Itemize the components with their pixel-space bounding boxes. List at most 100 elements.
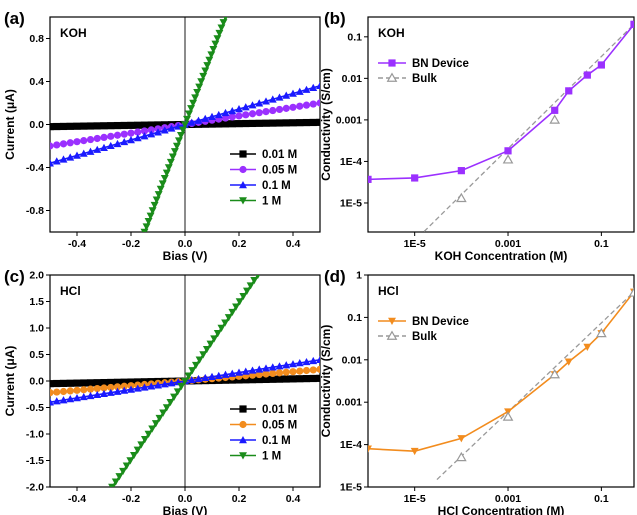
data-point — [160, 380, 169, 388]
data-point — [100, 122, 108, 130]
data-point — [147, 126, 155, 134]
data-point — [199, 72, 208, 81]
data-point — [59, 387, 68, 396]
legend-marker — [239, 150, 247, 158]
y-tick-label: 0.1 — [347, 312, 362, 324]
data-point — [241, 367, 250, 375]
data-point — [368, 175, 372, 183]
y-tick-label: 1.5 — [29, 296, 44, 308]
x-tick-label: 1E-5 — [404, 238, 426, 250]
data-point — [120, 130, 128, 138]
data-point — [597, 61, 605, 69]
data-point — [120, 137, 129, 146]
data-point — [316, 374, 320, 382]
chart-panel-d: 1E-5 0.001 0.1 1E-5 1E-4 0.001 0.01 0.1 1 HCl Con… — [319, 267, 635, 515]
y-tick-label: 0.01 — [342, 354, 363, 366]
data-point — [93, 384, 101, 393]
data-point — [565, 87, 573, 95]
data-point — [250, 277, 259, 285]
y-tick-label: -1.0 — [26, 429, 44, 441]
data-point — [309, 374, 317, 383]
data-point — [228, 308, 237, 317]
data-point — [79, 392, 88, 401]
data-point — [295, 87, 304, 95]
plot-frame — [367, 16, 635, 233]
data-point — [248, 376, 257, 384]
data-point — [66, 153, 75, 161]
data-point — [221, 319, 230, 327]
data-point — [170, 393, 179, 401]
data-point — [410, 447, 419, 456]
chart-panel-b: 1E-5 0.001 0.1 1E-5 1E-4 0.001 0.01 0.1 KOH Conc… — [319, 9, 635, 263]
x-tick-label: -0.4 — [68, 493, 86, 505]
data-point — [93, 122, 101, 130]
data-point — [134, 128, 142, 136]
data-point — [142, 223, 151, 231]
y-axis-title: Current (μA) — [3, 346, 17, 417]
y-tick-label: 1E-5 — [340, 197, 362, 209]
data-point — [86, 391, 95, 400]
data-point — [275, 362, 284, 370]
data-point — [268, 95, 277, 103]
data-point — [154, 128, 162, 136]
data-point — [127, 121, 135, 129]
data-point — [80, 386, 88, 394]
data-point — [275, 375, 284, 383]
data-point — [50, 389, 54, 397]
x-tick-label: 0.1 — [594, 238, 609, 250]
data-point — [255, 375, 263, 384]
data-point — [50, 159, 54, 167]
data-point — [127, 378, 135, 386]
data-point — [201, 67, 210, 75]
data-point — [296, 375, 304, 383]
data-point — [210, 335, 219, 343]
data-point — [93, 379, 101, 387]
data-point — [228, 106, 237, 115]
data-point — [73, 151, 81, 159]
legend-label: 0.05 M — [262, 165, 297, 177]
data-point — [93, 145, 102, 153]
data-point — [368, 445, 372, 453]
data-point — [296, 367, 304, 375]
y-tick-label: -0.8 — [26, 205, 44, 217]
data-point — [127, 129, 135, 137]
x-tick-label: 0.4 — [286, 493, 301, 505]
data-point — [242, 119, 250, 128]
data-point — [269, 369, 277, 378]
data-point — [296, 119, 304, 127]
x-tick-label: -0.4 — [68, 238, 86, 250]
data-point — [86, 135, 95, 144]
data-point — [241, 103, 250, 111]
legend-marker — [388, 317, 396, 325]
panel-label: (d) — [324, 267, 346, 286]
data-point — [194, 116, 203, 124]
y-tick-label: -0.5 — [26, 402, 44, 414]
data-point — [275, 369, 284, 377]
data-point — [73, 379, 81, 387]
data-point — [455, 192, 467, 203]
data-point — [255, 370, 263, 379]
data-point — [188, 367, 197, 375]
legend-marker — [239, 420, 247, 429]
data-point — [122, 462, 131, 470]
data-point — [66, 139, 74, 147]
data-point — [179, 126, 187, 134]
x-axis-title: Bias (V) — [163, 504, 208, 515]
y-axis-title: Conductivity (S/cm) — [319, 68, 333, 181]
plot-frame — [367, 274, 635, 488]
data-point — [120, 382, 128, 390]
data-point — [148, 207, 157, 215]
data-point — [255, 99, 264, 107]
data-point — [100, 133, 108, 141]
data-point — [194, 374, 203, 383]
data-point — [147, 382, 156, 390]
data-point — [282, 368, 290, 376]
x-tick-label: -0.2 — [122, 493, 140, 505]
data-point — [213, 35, 222, 43]
data-point — [289, 368, 297, 376]
data-point — [66, 395, 75, 403]
data-point — [107, 122, 115, 130]
data-point — [53, 388, 61, 396]
plot-area — [50, 17, 320, 232]
data-point — [275, 105, 284, 114]
